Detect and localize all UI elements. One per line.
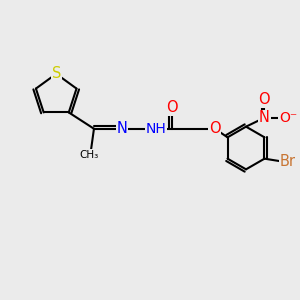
Text: O: O [166, 100, 178, 115]
Text: N: N [117, 121, 128, 136]
Text: CH₃: CH₃ [79, 149, 98, 160]
Text: NH: NH [146, 122, 166, 136]
Text: N: N [259, 110, 270, 125]
Text: O: O [259, 92, 270, 107]
Text: O⁻: O⁻ [279, 111, 297, 125]
Text: Br: Br [280, 154, 296, 169]
Text: S: S [52, 66, 61, 81]
Text: O: O [209, 121, 221, 136]
